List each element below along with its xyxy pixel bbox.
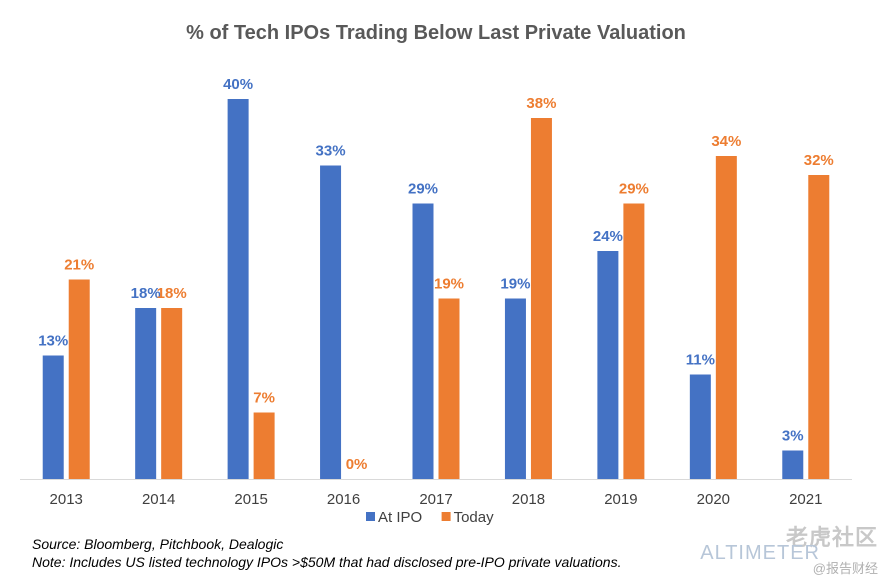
data-label-today-2014: 18% [157,285,187,302]
data-label-at-ipo-2018: 19% [500,276,530,293]
data-label-at-ipo-2016: 33% [316,143,346,160]
x-tick-label: 2017 [419,491,452,508]
data-label-at-ipo-2013: 13% [38,333,68,350]
bar-at-ipo-2017 [412,203,434,479]
bar-at-ipo-2016 [320,165,342,479]
bars-group: 13% 21% 18%18% 40% 7% 33% 0% 29% 19% 19% 38% 24% 29%… [38,76,834,479]
x-tick-label: 2013 [50,491,83,508]
bar-today-2017 [438,298,460,479]
inclusion-note: Note: Includes US listed technology IPOs… [32,554,622,570]
data-label-today-2021: 32% [804,152,834,169]
bar-at-ipo-2019 [597,251,619,479]
x-tick-label: 2021 [789,491,822,508]
data-label-today-2018: 38% [526,95,556,112]
bar-today-2013 [68,279,90,479]
data-label-today-2013: 21% [64,257,94,274]
bar-at-ipo-2018 [504,298,526,479]
bar-today-2020 [715,156,737,479]
data-label-at-ipo-2021: 3% [782,428,804,445]
x-tick-label: 2016 [327,491,360,508]
data-label-today-2015: 7% [253,390,275,407]
watermark: 老虎社区 ALTIMETER @报告财经 [700,520,878,576]
data-label-today-2016: 0% [346,456,368,473]
altimeter-logo: ALTIMETER [700,542,820,564]
chart-title: % of Tech IPOs Trading Below Last Privat… [186,22,686,44]
data-label-at-ipo-2020: 11% [686,352,715,369]
bar-at-ipo-2020 [689,374,711,479]
legend: At IPO Today [366,509,494,526]
x-tick-label: 2019 [604,491,637,508]
chart-notes: Source: Bloomberg, Pitchbook, Dealogic N… [32,535,621,571]
bar-today-2015 [253,412,275,479]
bar-today-2018 [530,118,552,479]
legend-swatch [441,512,451,521]
bar-at-ipo-2014 [135,308,157,479]
bar-at-ipo-2021 [782,450,804,479]
x-tick-label: 2015 [234,491,267,508]
data-label-at-ipo-2014: 18% [131,285,161,302]
bar-today-2021 [808,175,830,479]
x-axis-ticks: 2013 2014 2015 2016 2017 2018 2019 2020 2021 [50,491,823,508]
bar-at-ipo-2015 [227,99,249,479]
data-label-today-2020: 34% [711,133,741,150]
x-tick-label: 2018 [512,491,545,508]
data-label-today-2019: 29% [619,181,649,198]
bar-at-ipo-2013 [42,355,64,479]
bar-today-2019 [623,203,645,479]
legend-label: Today [454,509,495,526]
x-tick-label: 2020 [697,491,730,508]
bar-today-2014 [161,308,183,479]
data-label-today-2017: 19% [434,276,464,293]
x-tick-label: 2014 [142,491,175,508]
legend-swatch [366,512,375,521]
watermark-subtext: @报告财经 [812,561,878,576]
data-label-at-ipo-2019: 24% [593,228,623,245]
source-note: Source: Bloomberg, Pitchbook, Dealogic [32,536,284,552]
data-label-at-ipo-2017: 29% [408,181,438,198]
watermark-text: 老虎社区 [785,525,878,550]
data-label-at-ipo-2015: 40% [223,76,253,93]
legend-label: At IPO [378,509,422,526]
